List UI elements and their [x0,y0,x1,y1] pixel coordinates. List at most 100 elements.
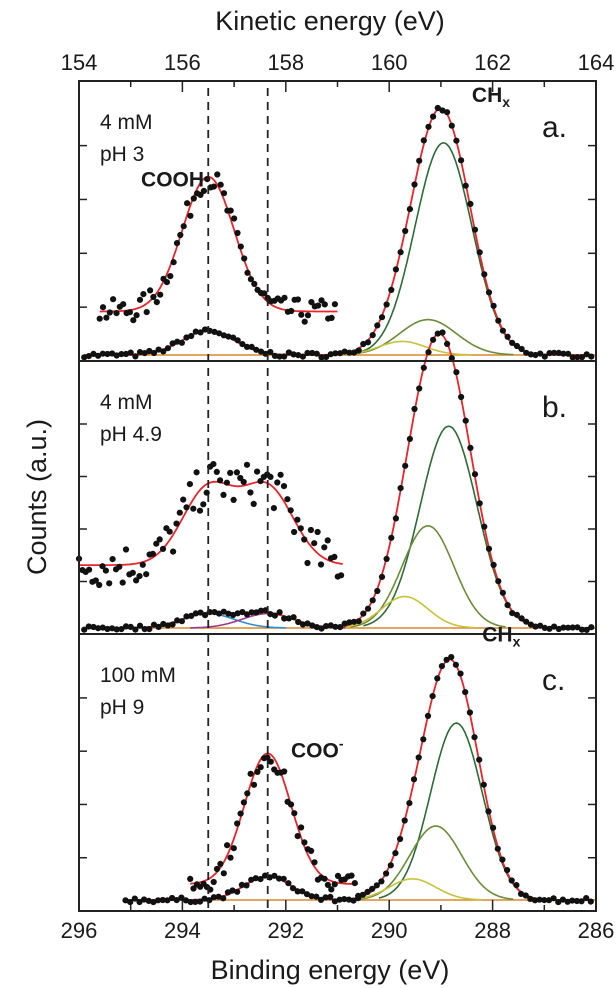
data-point-c [220,895,227,902]
zoom-data-point-a [200,187,207,194]
data-point-b [271,612,278,619]
panel-a: 4 mM pH 3 a. CHx COOH [78,80,597,362]
zoom-data-point-a [180,223,187,230]
data-point-c [178,894,185,901]
data-point-a [216,330,223,337]
zoom-data-point-a [234,229,241,237]
zoom-data-point-a [184,200,191,207]
data-point-b [364,605,372,612]
zoom-data-point-c [328,886,335,893]
data-point-b [225,610,232,617]
data-point-a [99,350,106,357]
data-point-b [397,485,404,492]
zoom-data-point-c [298,824,305,831]
data-point-b [239,609,246,616]
data-point-c [569,897,576,904]
data-point-c [434,675,441,682]
data-point-a [499,327,506,334]
data-point-c [583,895,590,902]
data-point-b [155,623,162,631]
data-point-a [420,137,427,144]
data-point-c [559,896,567,903]
data-point-b [81,626,88,633]
zoom-data-point-c [210,878,217,886]
data-point-c [317,896,325,904]
data-point-b [290,614,297,621]
data-point-a [192,328,199,335]
data-point-b [216,610,223,617]
zoom-data-point-b [243,461,251,468]
data-point-b [406,435,413,442]
zoom-data-point-b [291,528,298,536]
panel-annotation-b: pH 4.9 [100,423,162,446]
zoom-data-point-a [157,291,164,298]
zoom-data-point-a [126,309,133,316]
data-point-a [425,123,432,130]
zoom-data-point-a [321,301,328,308]
data-point-b [458,393,465,401]
data-point-c [443,656,450,663]
data-point-a [164,345,171,352]
zoom-data-point-b [156,536,163,543]
zoom-data-point-b [116,563,123,570]
data-point-a [416,157,423,164]
data-point-a [323,354,330,361]
zoom-data-point-a [244,269,251,276]
data-point-b [257,607,265,614]
bottom-axis-tick-label: 288 [474,918,511,943]
data-point-b [141,626,148,633]
data-point-a [225,333,232,340]
peak-label-subscript: x [513,633,521,649]
data-point-c [387,862,394,869]
data-point-c [229,887,236,894]
zoom-data-point-c [187,875,194,883]
data-point-c [397,835,404,843]
bottom-axis-tick-label: 290 [371,918,408,943]
data-point-c [122,897,129,904]
zoom-data-point-a [298,311,305,318]
data-point-b [471,471,479,478]
zoom-data-point-c [321,875,328,882]
zoom-data-point-b [250,500,257,507]
data-point-a [118,351,125,358]
data-point-c [201,895,208,902]
data-point-b [85,623,92,630]
data-point-a [299,353,306,360]
zoom-data-point-c [217,860,224,868]
zoom-data-point-a [301,318,308,325]
data-point-c [476,756,483,763]
panel-frame-b [78,360,597,635]
zoom-data-point-a [237,243,244,250]
zoom-data-point-b [133,577,140,584]
data-point-a [481,271,488,278]
data-point-b [337,624,344,631]
data-point-c [187,899,194,906]
data-point-b [513,611,521,618]
data-point-a [327,351,334,358]
peak-label-coo-c: COO- [291,735,344,762]
data-point-a [234,337,241,344]
plot-layer: 4 mM pH 3 a. CHx COOH 4 mM pH 4.9 b. 100 mM pH 9 c… [61,50,615,943]
data-point-a [537,350,544,357]
data-point-a [188,332,195,340]
data-point-a [341,348,348,355]
data-point-a [304,349,311,357]
top-axis-tick-label: 162 [474,50,511,75]
data-point-a [583,351,590,358]
panel-b: 4 mM pH 4.9 b. [75,329,597,635]
top-axis-tick-label: 154 [61,50,98,75]
data-point-a [406,206,413,213]
data-point-a [155,346,162,353]
panel-annotation-b: 4 mM [100,391,153,414]
y-axis-title: Counts (a.u.) [22,419,52,575]
data-point-a [95,352,102,359]
top-axis-tick-label: 156 [164,50,201,75]
data-point-b [197,609,204,616]
data-point-b [178,618,185,625]
zoom-data-point-a [96,315,103,322]
zoom-data-point-a [106,309,113,316]
data-point-b [434,330,441,337]
peak-label-subscript: x [502,94,510,110]
data-point-a [444,109,451,116]
